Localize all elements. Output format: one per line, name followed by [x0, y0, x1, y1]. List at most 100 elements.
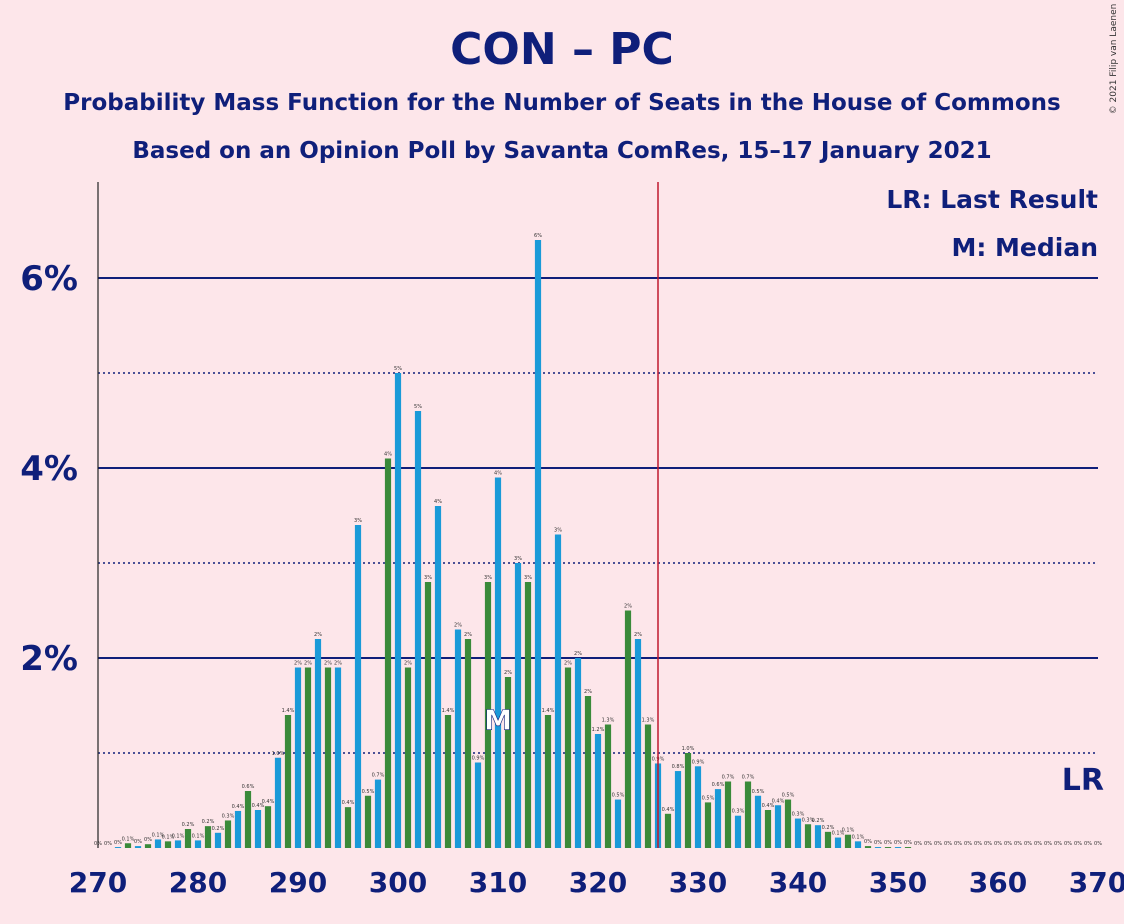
- bar-303: [424, 582, 432, 848]
- data-label-356: 0%: [954, 841, 962, 847]
- bar-328: [674, 771, 682, 848]
- data-label-320: 1.2%: [592, 727, 605, 733]
- data-label-348: 0%: [874, 840, 882, 846]
- chart-subtitle: Probability Mass Function for the Number…: [63, 90, 1061, 116]
- y-tick-label: 4%: [20, 449, 78, 489]
- bar-315: [544, 715, 552, 848]
- data-label-294: 2%: [334, 661, 342, 667]
- bar-320: [594, 734, 602, 848]
- data-label-311: 2%: [504, 670, 512, 676]
- data-label-352: 0%: [914, 841, 922, 847]
- bar-272: [114, 847, 122, 848]
- bar-323: [624, 610, 632, 848]
- bar-274: [134, 846, 142, 848]
- data-label-300: 5%: [394, 366, 402, 372]
- data-label-274: 0%: [134, 839, 142, 845]
- bar-318: [574, 658, 582, 848]
- data-label-346: 0.1%: [852, 834, 865, 840]
- data-label-317: 2%: [564, 661, 572, 667]
- bar-342: [814, 825, 822, 848]
- data-label-304: 4%: [434, 499, 442, 505]
- data-label-292: 2%: [314, 632, 322, 638]
- x-tick-label: 320: [569, 866, 627, 899]
- data-label-315: 1.4%: [542, 708, 555, 714]
- data-label-334: 0.3%: [732, 809, 745, 815]
- x-tick-label: 340: [769, 866, 827, 899]
- data-label-345: 0.1%: [842, 828, 855, 834]
- bar-296: [354, 525, 362, 848]
- data-label-308: 0.9%: [472, 756, 485, 762]
- data-label-316: 3%: [554, 528, 562, 534]
- median-marker: M: [484, 703, 512, 736]
- chart-title: CON – PC: [450, 24, 674, 75]
- data-label-350: 0%: [894, 840, 902, 846]
- data-label-335: 0.7%: [742, 775, 755, 781]
- bar-313: [524, 582, 532, 848]
- data-label-301: 2%: [404, 661, 412, 667]
- data-label-303: 3%: [424, 575, 432, 581]
- bar-279: [184, 829, 192, 848]
- data-label-280: 0.1%: [192, 833, 205, 839]
- data-label-289: 1.4%: [282, 708, 295, 714]
- bar-286: [254, 810, 262, 848]
- x-tick-label: 280: [169, 866, 227, 899]
- data-label-302: 5%: [414, 404, 422, 410]
- data-label-285: 0.6%: [242, 784, 255, 790]
- data-label-277: 0.1%: [162, 834, 175, 840]
- y-tick-label: 6%: [20, 259, 78, 299]
- data-label-283: 0.3%: [222, 813, 235, 819]
- data-label-309: 3%: [484, 575, 492, 581]
- data-label-321: 1.3%: [602, 718, 615, 724]
- legend-median: M: Median: [951, 233, 1098, 262]
- data-label-333: 0.7%: [722, 775, 735, 781]
- bar-351: [904, 847, 912, 848]
- bar-298: [374, 779, 382, 848]
- data-label-318: 2%: [574, 651, 582, 657]
- y-tick-label: 2%: [20, 639, 78, 679]
- bar-338: [774, 805, 782, 848]
- bar-304: [434, 506, 442, 848]
- data-label-299: 4%: [384, 452, 392, 458]
- bar-310: [494, 477, 502, 848]
- data-label-284: 0.4%: [232, 804, 245, 810]
- x-tick-label: 310: [469, 866, 527, 899]
- bar-305: [444, 715, 452, 848]
- data-label-355: 0%: [944, 841, 952, 847]
- bar-319: [584, 696, 592, 848]
- data-label-295: 0.4%: [342, 800, 355, 806]
- x-tick-label: 350: [869, 866, 927, 899]
- bar-314: [534, 240, 542, 848]
- data-label-332: 0.6%: [712, 782, 725, 788]
- bar-316: [554, 534, 562, 848]
- bar-311: [504, 677, 512, 848]
- bar-291: [304, 667, 312, 848]
- bar-282: [214, 832, 222, 848]
- data-label-319: 2%: [584, 689, 592, 695]
- data-label-272: 0%: [114, 840, 122, 846]
- bar-277: [164, 841, 172, 848]
- bar-301: [404, 667, 412, 848]
- data-label-362: 0%: [1014, 841, 1022, 847]
- data-label-370: 0%: [1094, 841, 1102, 847]
- data-label-325: 1.3%: [642, 718, 655, 724]
- data-label-353: 0%: [924, 841, 932, 847]
- bar-332: [714, 789, 722, 848]
- bar-288: [274, 757, 282, 848]
- data-label-312: 3%: [514, 556, 522, 562]
- bar-341: [804, 824, 812, 848]
- x-tick-label: 370: [1069, 866, 1124, 899]
- bar-283: [224, 820, 232, 848]
- data-label-351: 0%: [904, 840, 912, 846]
- data-label-367: 0%: [1064, 841, 1072, 847]
- bar-331: [704, 802, 712, 848]
- data-label-313: 3%: [524, 575, 532, 581]
- data-label-282: 0.2%: [212, 826, 225, 832]
- bar-329: [684, 753, 692, 848]
- bar-294: [334, 667, 342, 848]
- last-result-label: LR: [1062, 763, 1104, 798]
- data-label-336: 0.5%: [752, 789, 765, 795]
- bar-322: [614, 799, 622, 848]
- axes: LR: [97, 182, 1104, 848]
- data-label-358: 0%: [974, 841, 982, 847]
- data-label-330: 0.9%: [692, 759, 705, 765]
